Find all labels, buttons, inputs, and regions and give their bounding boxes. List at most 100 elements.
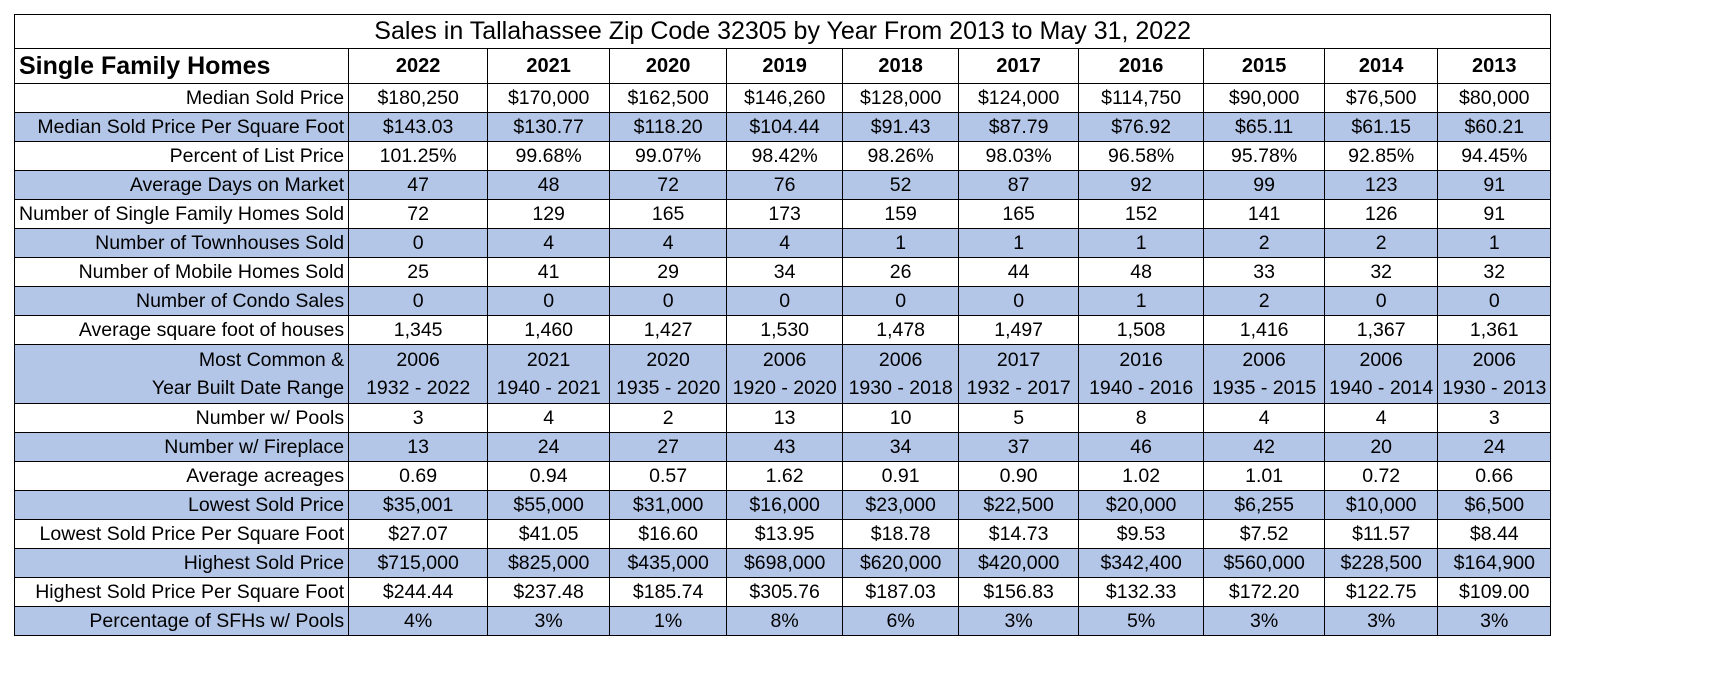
value-cell: 1.01	[1203, 461, 1326, 491]
header-row: Single Family Homes 2022 2021 2020 2019 …	[13, 48, 1552, 84]
row-label: Number of Single Family Homes Sold	[13, 199, 350, 229]
row-label: Most Common & Year Built Date Range	[13, 344, 350, 404]
value-cell: 173	[726, 199, 844, 229]
value-cell: 0.66	[1437, 461, 1552, 491]
value-cell: $6,500	[1437, 490, 1552, 520]
value-cell: $164,900	[1437, 548, 1552, 578]
value-cell: 4	[1203, 403, 1326, 433]
value-cell: 165	[958, 199, 1080, 229]
value-cell: $132.33	[1078, 577, 1205, 607]
value-cell: $305.76	[726, 577, 844, 607]
value-cell: $22,500	[958, 490, 1080, 520]
value-cell: $55,000	[487, 490, 611, 520]
value-cell: 91	[1437, 199, 1552, 229]
value-cell-line: 2016	[1119, 349, 1163, 371]
value-cell: 96.58%	[1078, 141, 1205, 171]
value-cell: 99	[1203, 170, 1326, 200]
value-cell: 1,530	[726, 315, 844, 345]
table-row: Average Days on Market 47 48 72 76 52 87 92 99 12…	[13, 170, 1552, 200]
value-cell: $128,000	[842, 83, 960, 113]
value-cell: 1	[958, 228, 1080, 258]
value-cell: 27	[609, 432, 728, 462]
value-cell: $87.79	[958, 112, 1080, 142]
value-cell: $237.48	[487, 577, 611, 607]
value-cell: 98.03%	[958, 141, 1080, 171]
value-cell: $16.60	[609, 519, 728, 549]
value-cell: 72	[609, 170, 728, 200]
value-cell-line: 2006	[396, 349, 440, 371]
value-cell: 1	[1078, 228, 1205, 258]
table-row: Average square foot of houses 1,345 1,460 1…	[13, 315, 1552, 345]
value-cell: 43	[726, 432, 844, 462]
value-cell: $156.83	[958, 577, 1080, 607]
year-header: 2015	[1203, 48, 1326, 84]
value-cell: $420,000	[958, 548, 1080, 578]
value-cell: 94.45%	[1437, 141, 1552, 171]
value-cell: 0.57	[609, 461, 728, 491]
row-label: Lowest Sold Price Per Square Foot	[13, 519, 350, 549]
value-cell: 3%	[487, 606, 611, 636]
table-row: Lowest Sold Price $35,001 $55,000 $31,000 $1…	[13, 490, 1552, 520]
value-cell: $8.44	[1437, 519, 1552, 549]
value-cell: 91	[1437, 170, 1552, 200]
table-row: Percent of List Price 101.25% 99.68% 99.07%…	[13, 141, 1552, 171]
value-cell: 33	[1203, 257, 1326, 287]
value-cell: 2	[609, 403, 728, 433]
value-cell: 47	[348, 170, 489, 200]
value-cell: $162,500	[609, 83, 728, 113]
value-cell: 0	[487, 286, 611, 316]
value-cell: 141	[1203, 199, 1326, 229]
value-cell: $143.03	[348, 112, 489, 142]
value-cell: $180,250	[348, 83, 489, 113]
value-cell: 32	[1324, 257, 1439, 287]
value-cell: 2	[1203, 228, 1326, 258]
value-cell-line: 2017	[996, 349, 1041, 371]
value-cell: 123	[1324, 170, 1439, 200]
table-row: Number of Condo Sales 0 0 0 0 0 0 1 2 0 0	[13, 286, 1552, 316]
year-header: 2019	[726, 48, 844, 84]
value-cell: 1%	[609, 606, 728, 636]
value-cell: 0	[348, 228, 489, 258]
row-label: Number of Mobile Homes Sold	[13, 257, 350, 287]
value-cell: 2	[1203, 286, 1326, 316]
value-cell: 2020 1935 - 2020	[609, 344, 728, 404]
value-cell: 101.25%	[348, 141, 489, 171]
table-title: Sales in Tallahassee Zip Code 32305 by Y…	[13, 14, 1552, 49]
value-cell: 2006 1940 - 2014	[1324, 344, 1439, 404]
value-cell: 87	[958, 170, 1080, 200]
value-cell: 1	[842, 228, 960, 258]
value-cell: 1,508	[1078, 315, 1205, 345]
title-row: Sales in Tallahassee Zip Code 32305 by Y…	[13, 14, 1552, 49]
row-label: Number w/ Fireplace	[13, 432, 350, 462]
value-cell: $76,500	[1324, 83, 1439, 113]
value-cell: 0	[842, 286, 960, 316]
value-cell: 129	[487, 199, 611, 229]
value-cell: $342,400	[1078, 548, 1205, 578]
row-label: Highest Sold Price	[13, 548, 350, 578]
value-cell: 4	[1324, 403, 1439, 433]
year-header: 2018	[842, 48, 960, 84]
value-cell-line: 1932 - 2017	[966, 377, 1071, 399]
value-cell: $130.77	[487, 112, 611, 142]
value-cell: 3	[1437, 403, 1552, 433]
value-cell: $825,000	[487, 548, 611, 578]
value-cell: 48	[487, 170, 611, 200]
value-cell: 4	[609, 228, 728, 258]
value-cell-line: 2006	[762, 349, 807, 371]
value-cell: $146,260	[726, 83, 844, 113]
value-cell: 98.26%	[842, 141, 960, 171]
value-cell: 1,497	[958, 315, 1080, 345]
value-cell: 8%	[726, 606, 844, 636]
value-cell: $41.05	[487, 519, 611, 549]
value-cell: 92.85%	[1324, 141, 1439, 171]
value-cell: 10	[842, 403, 960, 433]
value-cell: $228,500	[1324, 548, 1439, 578]
value-cell: 4	[487, 228, 611, 258]
value-cell-line: 2006	[1242, 349, 1286, 371]
table-row: Number of Mobile Homes Sold 25 41 29 34 26 44 4…	[13, 257, 1552, 287]
value-cell: 98.42%	[726, 141, 844, 171]
value-cell: $244.44	[348, 577, 489, 607]
value-cell: 0.91	[842, 461, 960, 491]
value-cell: 126	[1324, 199, 1439, 229]
value-cell: $60.21	[1437, 112, 1552, 142]
